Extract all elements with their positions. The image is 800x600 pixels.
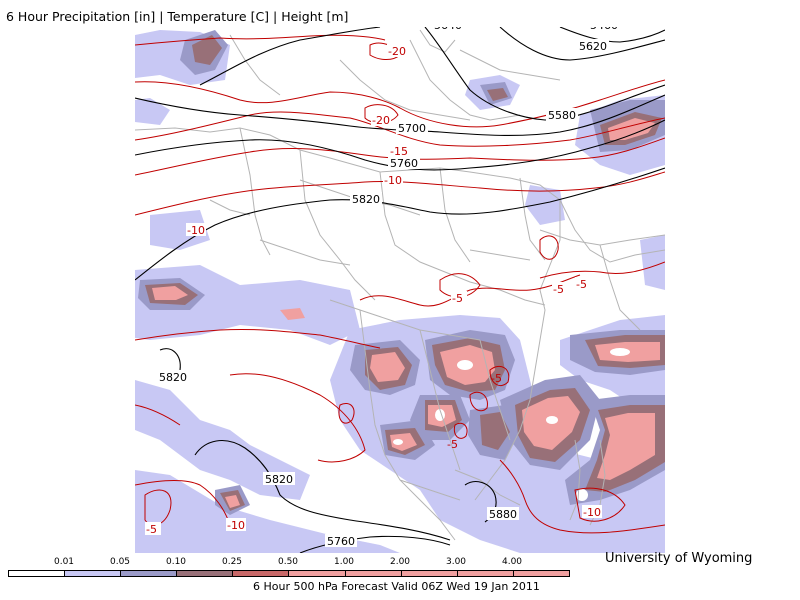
temperature-label: -10: [384, 174, 402, 187]
credit-text: University of Wyoming: [605, 551, 753, 566]
temperature-label: -10: [187, 224, 205, 237]
legend-label: 2.00: [389, 557, 411, 567]
legend-label: 0.25: [221, 557, 243, 567]
height-label: 5880: [489, 508, 517, 521]
legend-swatch: [401, 571, 458, 576]
map-title: 6 Hour Precipitation [in] | Temperature …: [6, 9, 349, 24]
temperature-label: -5: [553, 283, 564, 296]
legend-label: 0.01: [53, 557, 75, 567]
legend-swatch: [457, 571, 514, 576]
legend-swatch: [233, 571, 290, 576]
legend-label: 0.50: [277, 557, 299, 567]
precipitation-shading: [135, 30, 665, 553]
height-label: 5820: [352, 193, 380, 206]
height-label: 5820: [265, 473, 293, 486]
height-label: 5620: [579, 40, 607, 53]
height-label: 5820: [159, 371, 187, 384]
legend-labels: 0.01 0.05 0.10 0.25 0.50 1.00 2.00 3.00 4.00: [0, 557, 600, 569]
temperature-label: -5: [146, 523, 157, 536]
temperature-label: -20: [372, 114, 390, 127]
height-label: 5760: [390, 157, 418, 170]
temperature-label: -15: [390, 145, 408, 158]
country-borders: [135, 29, 665, 541]
forecast-map: 5640 5460 5620 5580 5700 5760 5820 5820: [135, 27, 665, 553]
legend-label: 4.00: [501, 557, 523, 567]
legend-swatch: [65, 571, 122, 576]
legend-label: 3.00: [445, 557, 467, 567]
legend-label: 1.00: [333, 557, 355, 567]
temperature-label: -10: [227, 519, 245, 532]
temperature-label: -5: [491, 372, 502, 385]
legend-swatch: [9, 571, 66, 576]
temperature-label: -5: [452, 292, 463, 305]
forecast-caption: 6 Hour 500 hPa Forecast Valid 06Z Wed 19…: [253, 580, 540, 593]
temperature-label: -10: [583, 506, 601, 519]
legend-swatch: [177, 571, 234, 576]
temperature-contours: [135, 34, 665, 534]
precipitation-legend-bar: [8, 570, 570, 577]
legend-swatch: [121, 571, 178, 576]
legend-swatch: [513, 571, 569, 576]
legend-swatch: [289, 571, 346, 576]
height-label: 5760: [327, 535, 355, 548]
temperature-label: -5: [447, 438, 458, 451]
height-label: 5460: [590, 27, 618, 32]
legend-label: 0.05: [109, 557, 131, 567]
height-label: 5580: [548, 109, 576, 122]
legend-swatch: [345, 571, 402, 576]
temperature-label: -20: [388, 45, 406, 58]
height-label: 5640: [434, 27, 462, 32]
temperature-label: -5: [576, 278, 587, 291]
contour-labels: 5640 5460 5620 5580 5700 5760 5820 5820: [145, 27, 620, 548]
legend-label: 0.10: [165, 557, 187, 567]
height-label: 5700: [398, 122, 426, 135]
